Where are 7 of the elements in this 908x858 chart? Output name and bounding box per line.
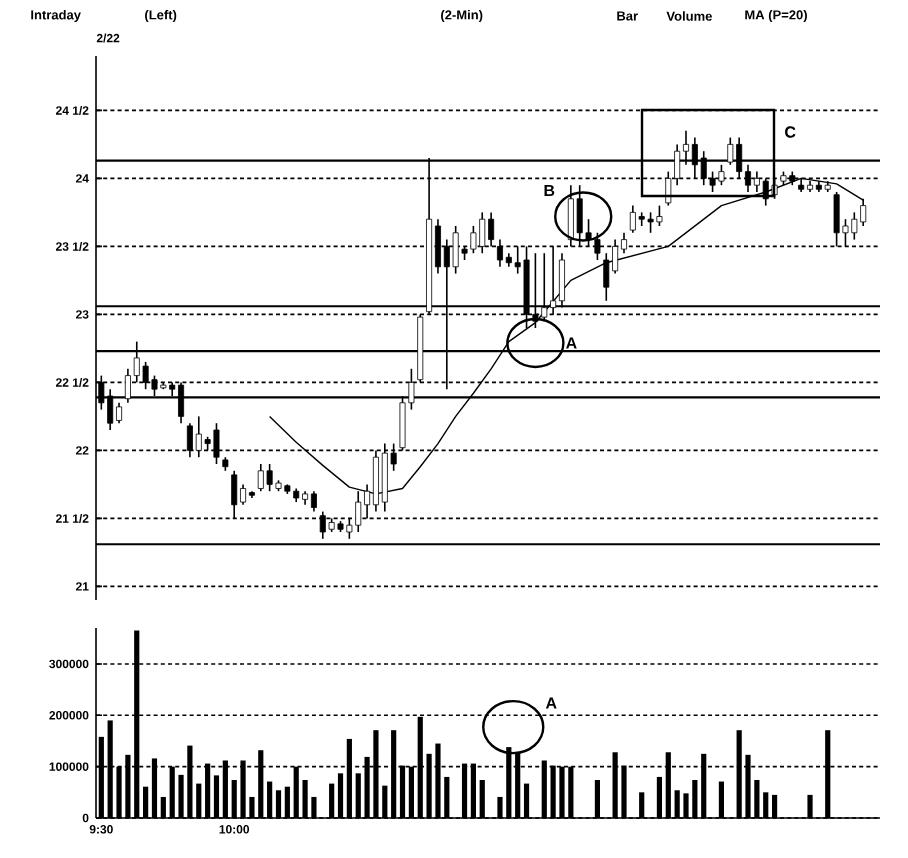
annotation: B xyxy=(544,184,555,196)
annotation: C xyxy=(785,126,796,138)
candlestick xyxy=(603,252,610,302)
candlestick xyxy=(231,470,238,520)
candlestick xyxy=(310,490,317,513)
annotation: A xyxy=(566,337,577,349)
annotation: A xyxy=(545,697,557,709)
